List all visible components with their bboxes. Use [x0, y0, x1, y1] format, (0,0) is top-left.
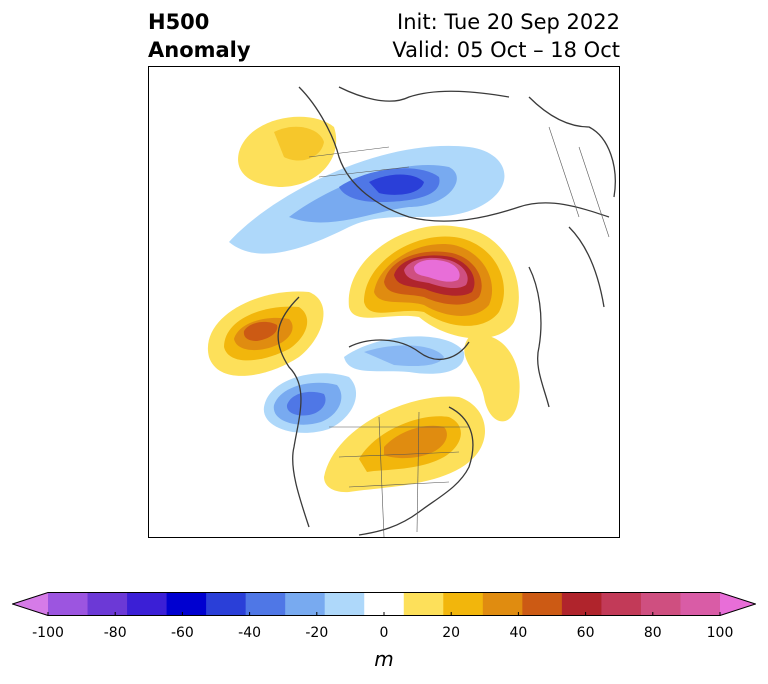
colorbar-tick-label: -40 [238, 625, 262, 641]
colorbar-tick-label: 20 [442, 625, 461, 641]
plot-title-right: Init: Tue 20 Sep 2022 Valid: 05 Oct – 18… [392, 8, 620, 64]
colorbar-extend-low [12, 592, 48, 616]
positive-anomaly-arctic [348, 225, 519, 339]
colorbar-segment [561, 592, 602, 616]
colorbar-segment [482, 592, 523, 616]
negative-anomaly-canada [344, 336, 465, 374]
political-boundaries [308, 126, 610, 537]
colorbar-tick-label: -60 [170, 625, 194, 641]
map-panel[interactable] [148, 66, 620, 538]
colorbar-segment [166, 592, 207, 616]
colorbar-segment [680, 592, 721, 616]
colorbar-segment [206, 592, 247, 616]
colorbar-segment [443, 592, 484, 616]
init-date: Init: Tue 20 Sep 2022 [397, 10, 620, 34]
colorbar-tick-label: -80 [103, 625, 127, 641]
colorbar-segment [324, 592, 365, 616]
anomaly-label: Anomaly [148, 38, 251, 62]
coastlines [277, 86, 616, 536]
colorbar-segment [127, 592, 168, 616]
negative-anomaly-europe [229, 145, 505, 254]
negative-anomaly-west-us [263, 373, 357, 433]
variable-label: H500 [148, 10, 210, 34]
colorbar-unit-label: m [374, 647, 394, 671]
colorbar-segment [640, 592, 681, 616]
colorbar-tick-label: 100 [706, 625, 734, 641]
positive-anomaly-atlantic [464, 335, 520, 422]
colorbar-tick-label: 80 [643, 625, 662, 641]
colorbar-segment [601, 592, 642, 616]
colorbar-tick-label: 0 [379, 625, 389, 641]
colorbar-segment [403, 592, 444, 616]
anomaly-map [207, 86, 616, 537]
colorbar-tick-label: -20 [305, 625, 329, 641]
positive-anomaly-east-us [324, 396, 486, 493]
colorbar [12, 592, 756, 616]
positive-anomaly-pacific [207, 291, 324, 376]
colorbar-segment [87, 592, 128, 616]
positive-anomaly-north [238, 116, 337, 187]
colorbar-tick-label: -100 [32, 625, 64, 641]
valid-range: Valid: 05 Oct – 18 Oct [392, 38, 620, 62]
colorbar-tick-label: 40 [509, 625, 528, 641]
colorbar-tick-label: 60 [576, 625, 595, 641]
colorbar-extend-high [720, 592, 756, 616]
colorbar-segment [522, 592, 563, 616]
colorbar-segment [285, 592, 326, 616]
colorbar-segment [245, 592, 286, 616]
colorbar-segment [48, 592, 89, 616]
plot-title-left: H500 Anomaly [148, 8, 251, 64]
